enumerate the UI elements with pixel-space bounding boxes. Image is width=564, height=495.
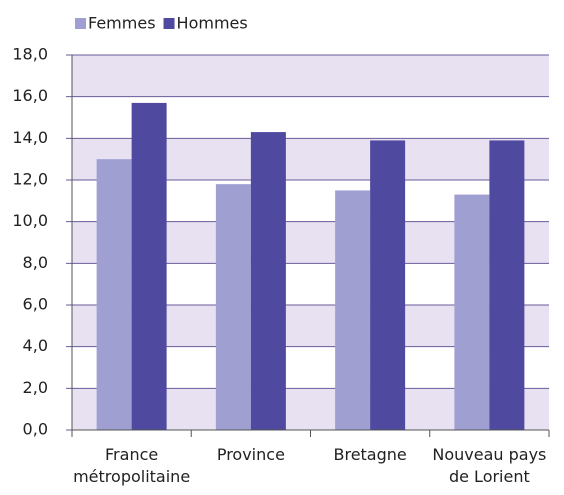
- y-tick-label: 8,0: [23, 253, 48, 272]
- bar: [215, 184, 251, 430]
- legend-label: Femmes: [88, 14, 156, 33]
- legend-swatch: [75, 18, 86, 29]
- bar: [131, 102, 167, 431]
- bar: [96, 159, 132, 430]
- bar: [335, 190, 371, 430]
- x-tick-label: France métropolitaine: [73, 445, 191, 486]
- bar: [250, 132, 286, 431]
- legend-label: Hommes: [177, 14, 248, 33]
- bar: [370, 140, 406, 430]
- y-tick-label: 4,0: [23, 336, 48, 355]
- legend-swatch: [163, 18, 175, 29]
- y-tick-label: 6,0: [23, 295, 48, 314]
- grid-band: [72, 55, 549, 97]
- y-tick-label: 0,0: [23, 420, 48, 439]
- y-tick-label: 16,0: [12, 86, 48, 105]
- y-tick-label: 10,0: [12, 211, 48, 230]
- y-tick-label: 18,0: [12, 45, 48, 64]
- y-tick-label: 2,0: [23, 378, 48, 397]
- x-tick-label: Nouveau pays de Lorient: [432, 445, 547, 486]
- x-tick-label: Bretagne: [333, 445, 407, 464]
- bar: [489, 140, 525, 430]
- y-tick-label: 14,0: [12, 128, 48, 147]
- bar: [454, 194, 490, 430]
- x-tick-label: Province: [216, 445, 285, 464]
- y-tick-label: 12,0: [12, 170, 48, 189]
